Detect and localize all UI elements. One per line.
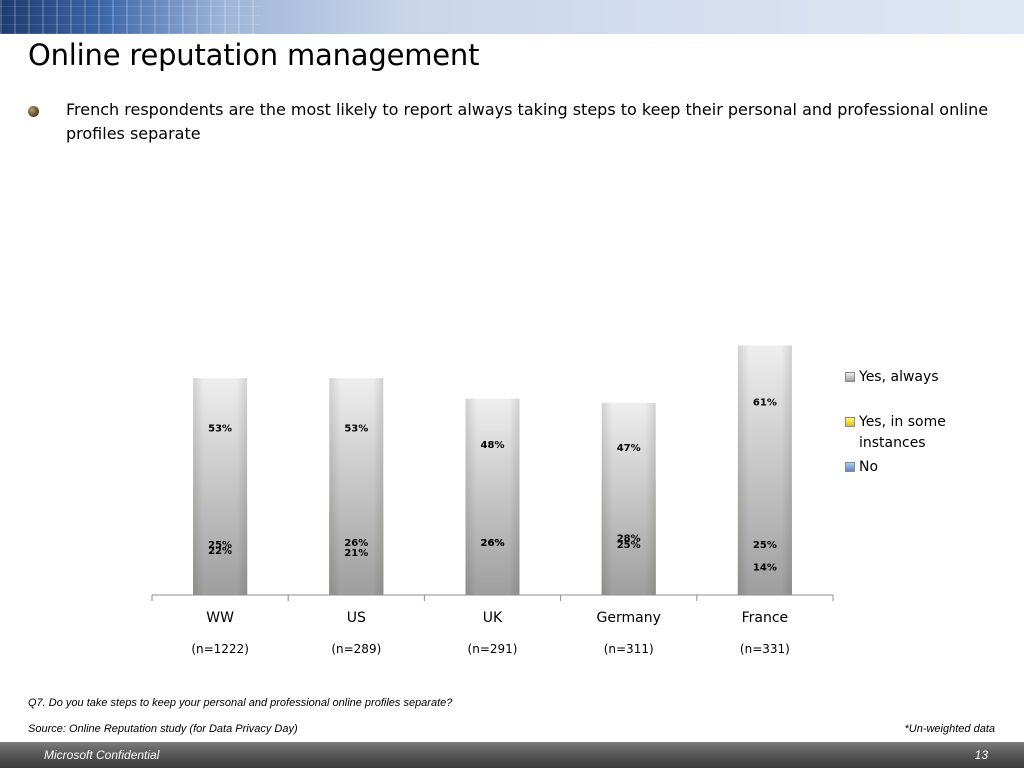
banner-building-image: [0, 0, 260, 34]
bullet-text: French respondents are the most likely t…: [66, 100, 989, 143]
slide-title: Online reputation management: [28, 38, 480, 72]
bar-shade-always-france: [737, 345, 792, 595]
question-note: Q7. Do you take steps to keep your perso…: [28, 697, 453, 709]
header-banner: [0, 0, 1024, 34]
sample-size-uk: (n=291): [468, 642, 518, 656]
data-label-always-uk: 48%: [481, 440, 505, 451]
data-label-no-france: 14%: [753, 562, 777, 573]
data-label-always-us: 53%: [344, 424, 368, 435]
x-tick-label-uk: UK: [483, 610, 503, 626]
bars-layer: [193, 345, 792, 595]
bar-shade-always-us: [329, 378, 384, 595]
legend-swatch-no: [845, 462, 855, 472]
bar-shade-always-ww: [193, 378, 248, 595]
bar-shade-always-uk: [465, 398, 520, 595]
x-tick-label-ww: WW: [206, 610, 234, 626]
data-label-some-germany: 25%: [617, 540, 641, 551]
sample-size-ww: (n=1222): [191, 642, 249, 656]
weighting-note: *Un-weighted data: [904, 723, 995, 735]
x-tick-label-germany: Germany: [597, 610, 661, 626]
page-number: 13: [974, 748, 988, 762]
footer-bar: Microsoft Confidential 13: [0, 742, 1024, 768]
data-label-some-us: 26%: [344, 538, 368, 549]
x-axis: [151, 594, 834, 601]
bar-shade-always-germany: [601, 402, 656, 595]
data-label-always-germany: 47%: [617, 443, 641, 454]
data-label-some-uk: 26%: [481, 538, 505, 549]
footer-confidential: Microsoft Confidential: [44, 748, 160, 762]
legend-label-some: Yes, in some instances: [859, 414, 946, 451]
labels-layer: 22%25%53%WW(n=1222)21%26%53%US(n=289)26%…: [191, 397, 790, 656]
data-label-no-ww: 22%: [208, 546, 232, 557]
sample-size-france: (n=331): [740, 642, 790, 656]
legend-swatch-some: [845, 417, 855, 427]
sample-size-germany: (n=311): [604, 642, 654, 656]
source-note: Source: Online Reputation study (for Dat…: [28, 723, 298, 735]
data-label-no-us: 21%: [344, 548, 368, 559]
legend-label-always: Yes, always: [859, 369, 939, 385]
bullet-icon: [28, 106, 39, 117]
legend-item-always: Yes, always: [845, 367, 995, 388]
data-label-no-germany: 28%: [617, 534, 641, 545]
data-label-always-france: 61%: [753, 397, 777, 408]
legend-item-no: No: [845, 457, 995, 478]
sample-size-us: (n=289): [331, 642, 381, 656]
data-label-some-france: 25%: [753, 540, 777, 551]
x-tick-label-us: US: [347, 610, 366, 626]
data-label-some-ww: 25%: [208, 540, 232, 551]
data-label-always-ww: 53%: [208, 424, 232, 435]
legend-swatch-always: [845, 372, 855, 382]
stacked-bar-chart: 22%25%53%WW(n=1222)21%26%53%US(n=289)26%…: [151, 345, 834, 656]
legend-item-some: Yes, in some instances: [845, 412, 995, 454]
data-label-no-uk: 26%: [481, 538, 505, 549]
legend-label-no: No: [859, 459, 879, 475]
x-tick-label-france: France: [742, 610, 789, 626]
